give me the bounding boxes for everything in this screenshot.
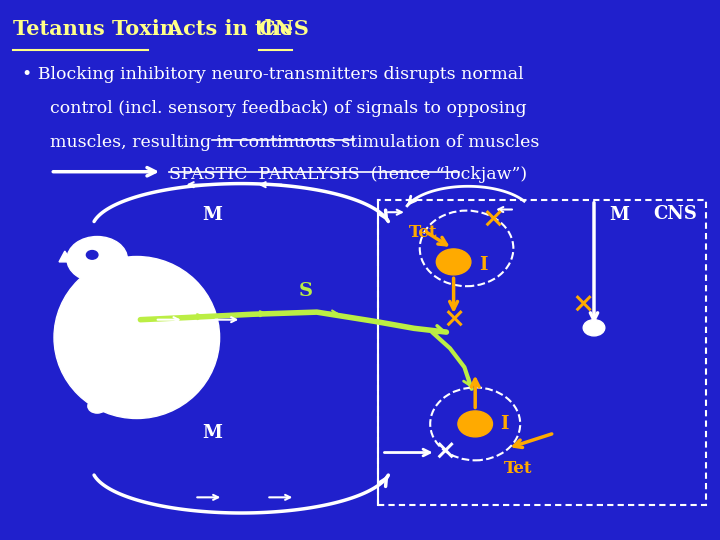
Circle shape	[88, 399, 107, 413]
Text: : Acts in the: : Acts in the	[152, 19, 300, 39]
Circle shape	[458, 411, 492, 437]
Text: M: M	[609, 206, 629, 224]
Text: Tet: Tet	[409, 224, 438, 241]
Text: ×: ×	[482, 206, 505, 233]
Text: ×: ×	[442, 306, 465, 333]
Circle shape	[583, 320, 605, 336]
Text: Tetanus Toxin: Tetanus Toxin	[13, 19, 175, 39]
Text: ×: ×	[433, 439, 456, 466]
Text: CNS: CNS	[653, 205, 697, 223]
Text: I: I	[479, 255, 487, 274]
Circle shape	[86, 251, 98, 259]
Polygon shape	[59, 251, 72, 262]
Text: muscles, resulting in continuous stimulation of muscles: muscles, resulting in continuous stimula…	[50, 134, 540, 151]
Bar	[378, 200, 706, 505]
Text: I: I	[500, 415, 509, 433]
Text: ×: ×	[572, 292, 595, 319]
Circle shape	[67, 237, 127, 282]
Text: SPASTIC  PARALYSIS  (hence “lockjaw”): SPASTIC PARALYSIS (hence “lockjaw”)	[169, 166, 527, 183]
Text: control (incl. sensory feedback) of signals to opposing: control (incl. sensory feedback) of sign…	[50, 100, 527, 117]
Text: M: M	[202, 424, 222, 442]
Circle shape	[436, 249, 471, 275]
Text: • Blocking inhibitory neuro-transmitters disrupts normal: • Blocking inhibitory neuro-transmitters…	[22, 66, 523, 83]
Ellipse shape	[54, 256, 220, 418]
Text: M: M	[202, 206, 222, 224]
Text: Tet: Tet	[504, 460, 533, 477]
Text: CNS: CNS	[258, 19, 310, 39]
Text: S: S	[299, 282, 313, 300]
